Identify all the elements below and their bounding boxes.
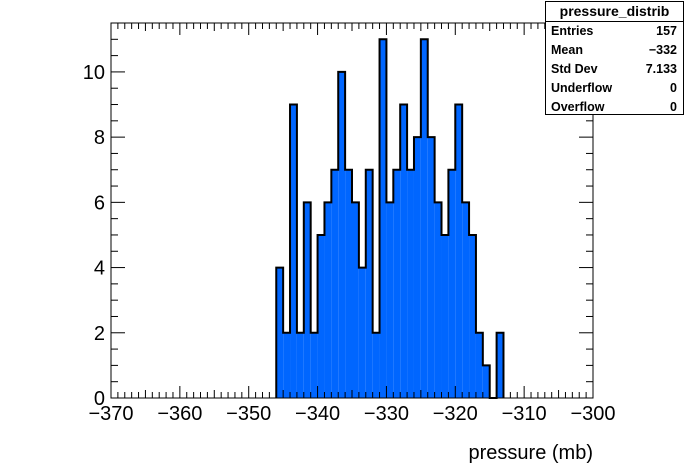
- stats-label: Overflow: [551, 100, 605, 114]
- stats-label: Mean: [551, 43, 583, 57]
- histogram-bar: [386, 202, 394, 398]
- histogram-bar: [413, 137, 421, 398]
- histogram-bar: [441, 234, 449, 398]
- histogram-bar: [482, 365, 490, 398]
- histogram-bar: [338, 71, 346, 399]
- y-tick-label: 8: [94, 127, 105, 149]
- histogram-bar: [379, 39, 387, 398]
- histogram-bar: [420, 39, 428, 398]
- histogram-bar: [317, 234, 325, 398]
- histogram-bar: [345, 169, 352, 398]
- histogram-bar: [496, 332, 504, 398]
- x-axis-label: pressure (mb): [469, 442, 593, 464]
- histogram-bar: [283, 332, 291, 398]
- y-tick-label: 10: [83, 62, 105, 84]
- histogram-bar: [393, 169, 401, 398]
- x-axis-ticks: −370 −360 −350 −340 −330 −320 −310 −300: [88, 23, 616, 425]
- histogram-bar: [469, 234, 476, 398]
- x-tick-label: −300: [570, 403, 615, 425]
- stats-row: Underflow 0: [546, 79, 683, 98]
- stats-row: Std Dev 7.133: [546, 60, 683, 79]
- histogram-bar: [324, 202, 332, 398]
- y-axis-ticks: 0 2 4 6 8 10: [83, 22, 593, 410]
- histogram-bar: [365, 169, 373, 398]
- stats-row: Overflow 0: [546, 98, 683, 117]
- histogram-bar: [400, 104, 408, 399]
- stats-value: −332: [648, 43, 677, 57]
- stats-row: Entries 157: [546, 22, 683, 41]
- histogram-bar: [475, 332, 483, 398]
- x-tick-label: −350: [226, 403, 271, 425]
- histogram-bar: [290, 104, 297, 399]
- histogram-bar: [331, 169, 339, 398]
- x-tick-label: −320: [433, 403, 478, 425]
- x-tick-label: −370: [88, 403, 133, 425]
- stats-label: Std Dev: [551, 62, 598, 76]
- x-tick-label: −360: [157, 403, 202, 425]
- stats-label: Entries: [551, 24, 594, 38]
- histogram-bar: [455, 104, 463, 399]
- stats-row: Mean −332: [546, 41, 683, 60]
- histogram-bar: [276, 267, 284, 398]
- stats-value: 0: [670, 100, 677, 114]
- x-tick-label: −330: [364, 403, 409, 425]
- histogram-bar: [462, 202, 470, 398]
- x-tick-label: −340: [295, 403, 340, 425]
- histogram-bars: [275, 38, 505, 399]
- histogram-bar: [352, 202, 359, 398]
- stats-title: pressure_distrib: [546, 2, 683, 22]
- x-tick-label: −310: [502, 403, 547, 425]
- y-tick-label: 0: [94, 388, 105, 410]
- histogram-bar: [358, 267, 366, 398]
- histogram-bar: [448, 169, 456, 398]
- histogram-bar: [372, 332, 380, 398]
- histogram-bar: [407, 169, 414, 398]
- stats-value: 7.133: [645, 62, 677, 76]
- stats-value: 0: [670, 81, 677, 95]
- stats-value: 157: [656, 24, 677, 38]
- histogram-bar: [310, 332, 318, 398]
- histogram-bar: [427, 137, 435, 398]
- stats-label: Underflow: [551, 81, 613, 95]
- histogram-outline: [275, 38, 505, 399]
- histogram-bar: [296, 332, 304, 398]
- y-tick-label: 2: [94, 323, 105, 345]
- histogram-bar: [303, 202, 311, 398]
- histogram-bar: [434, 202, 442, 398]
- stats-box: pressure_distrib Entries 157 Mean −332 Std D…: [545, 1, 684, 115]
- y-tick-label: 6: [94, 192, 105, 214]
- y-tick-label: 4: [94, 258, 105, 280]
